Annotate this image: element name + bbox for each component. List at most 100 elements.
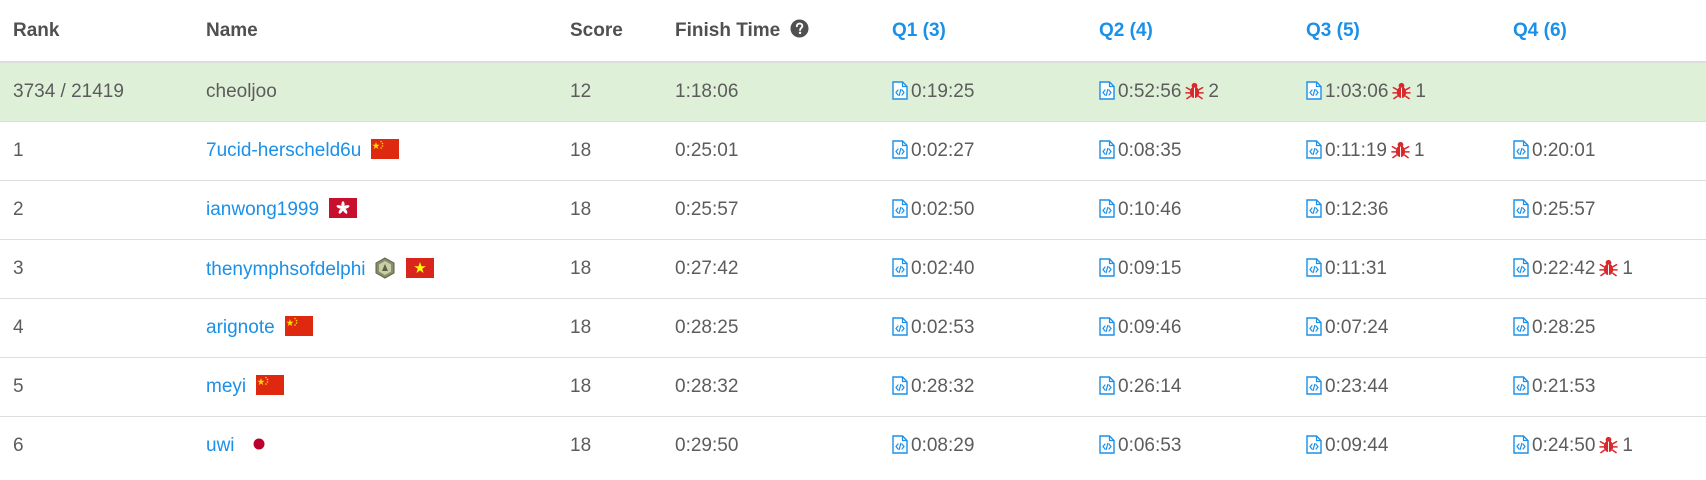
q3-cell: 0:11:31 (1293, 238, 1500, 298)
q4-cell: 0:28:25 (1500, 297, 1706, 357)
submission-code-icon[interactable] (1099, 257, 1115, 277)
solve-time: 0:11:19 (1325, 139, 1387, 161)
submission-code-icon[interactable] (892, 316, 908, 336)
submission-code-icon[interactable] (892, 375, 908, 395)
name-header: Name (193, 0, 557, 63)
question-circle-icon[interactable] (789, 19, 809, 38)
submission-code-icon[interactable] (892, 81, 908, 100)
user-profile-link[interactable]: meyi (206, 376, 247, 397)
submission-code-icon[interactable] (1099, 435, 1115, 454)
submission-code-icon[interactable] (1306, 316, 1322, 336)
solve-time: 0:26:14 (1118, 375, 1182, 397)
q1-header[interactable]: Q1 (3) (879, 0, 1086, 63)
table-row: 1 7ucid-herscheld6u 18 0:25:01 0:02:27 0:08:3… (0, 120, 1706, 180)
submission-code-icon[interactable] (1306, 198, 1322, 218)
finish-time-header: Finish Time (662, 0, 879, 63)
q2-cell: 0:08:35 (1086, 120, 1293, 180)
submission-code-icon[interactable] (1513, 257, 1529, 277)
name-cell: arignote (193, 297, 557, 357)
submission-code-icon[interactable] (1306, 81, 1322, 100)
user-profile-link[interactable]: uwi (206, 435, 235, 457)
rank-cell: 1 (0, 120, 193, 180)
solve-time: 0:09:15 (1118, 257, 1182, 279)
solve-time: 1:03:06 (1325, 80, 1389, 102)
hk-flag-icon (329, 198, 358, 218)
solve-time: 0:12:36 (1325, 198, 1389, 220)
submission-code-icon[interactable] (1513, 375, 1529, 395)
bug-icon (1392, 82, 1412, 100)
solve-time: 0:08:35 (1118, 139, 1182, 161)
wrong-attempts-count: 1 (1413, 139, 1425, 161)
submission-code-icon[interactable] (1306, 257, 1322, 277)
cn-flag-icon (371, 139, 400, 159)
user-profile-link[interactable]: 7ucid-herscheld6u (206, 140, 362, 161)
finish-time-cell: 0:28:25 (662, 297, 879, 357)
wrong-attempts-count: 1 (1622, 257, 1633, 279)
q1-cell: 0:28:32 (879, 356, 1086, 416)
user-profile-link[interactable]: arignote (206, 317, 275, 338)
submission-code-icon[interactable] (892, 198, 908, 218)
q1-cell: 0:08:29 (879, 415, 1086, 475)
solve-time: 0:25:57 (1532, 198, 1596, 220)
submission-code-icon[interactable] (1099, 375, 1115, 395)
q2-header[interactable]: Q2 (4) (1086, 0, 1293, 63)
name-cell: ianwong1999 (193, 179, 557, 239)
submission-code-icon[interactable] (1099, 81, 1115, 100)
rank-cell: 3 (0, 238, 193, 298)
q3-header[interactable]: Q3 (5) (1293, 0, 1500, 63)
submission-code-icon[interactable] (1099, 139, 1115, 159)
jp-flag-icon (244, 434, 273, 455)
finish-time-cell: 0:27:42 (662, 238, 879, 298)
cn-flag-icon (284, 316, 313, 336)
submission-code-icon[interactable] (1306, 375, 1322, 395)
rank-cell: 2 (0, 179, 193, 239)
solve-time: 0:10:46 (1118, 198, 1182, 220)
solve-time: 0:02:27 (911, 139, 975, 161)
solve-time: 0:09:44 (1325, 434, 1389, 456)
knight-badge-icon (375, 256, 394, 279)
q2-cell: 0:09:46 (1086, 297, 1293, 357)
q2-cell: 0:09:15 (1086, 238, 1293, 298)
user-profile-link[interactable]: ianwong1999 (206, 199, 320, 220)
submission-code-icon[interactable] (1513, 435, 1529, 454)
solve-time: 0:28:32 (911, 375, 975, 397)
score-cell: 18 (557, 356, 662, 416)
table-header-row: Rank Name Score Finish Time Q1 (3) Q2 (4… (0, 0, 1706, 63)
q3-cell: 0:23:44 (1293, 356, 1500, 416)
submission-code-icon[interactable] (892, 257, 908, 277)
solve-time: 0:52:56 (1118, 80, 1182, 102)
solve-time: 0:02:53 (911, 316, 975, 338)
submission-code-icon[interactable] (1099, 198, 1115, 218)
finish-time-cell: 0:29:50 (662, 415, 879, 475)
score-cell: 12 (557, 62, 662, 121)
name-cell: thenymphsofdelphi (193, 238, 557, 298)
name-cell: meyi (193, 356, 557, 416)
solve-time: 0:09:46 (1118, 316, 1182, 338)
table-row: 5 meyi 18 0:28:32 0:28:32 0:26:14 0:23:44 0:21:… (0, 356, 1706, 416)
submission-code-icon[interactable] (1513, 316, 1529, 336)
q4-header[interactable]: Q4 (6) (1500, 0, 1706, 63)
submission-code-icon[interactable] (1306, 139, 1322, 159)
submission-code-icon[interactable] (1306, 435, 1322, 454)
q1-cell: 0:02:27 (879, 120, 1086, 180)
wrong-attempts-count: 1 (1415, 80, 1426, 102)
submission-code-icon[interactable] (892, 435, 908, 454)
q4-cell: 0:22:42 1 (1500, 238, 1706, 298)
solve-time: 0:19:25 (911, 80, 975, 102)
submission-code-icon[interactable] (1099, 316, 1115, 336)
bug-icon (1599, 436, 1619, 454)
wrong-attempts-count: 1 (1622, 434, 1633, 456)
score-cell: 18 (557, 297, 662, 357)
user-profile-link[interactable]: thenymphsofdelphi (206, 258, 366, 280)
q2-cell: 0:26:14 (1086, 356, 1293, 416)
q4-cell (1500, 62, 1706, 121)
solve-time: 0:23:44 (1325, 375, 1389, 397)
q1-cell: 0:02:40 (879, 238, 1086, 298)
submission-code-icon[interactable] (1513, 198, 1529, 218)
wrong-attempts-count: 2 (1208, 80, 1219, 102)
name-cell: uwi (193, 415, 557, 475)
q4-cell: 0:24:50 1 (1500, 415, 1706, 475)
submission-code-icon[interactable] (1513, 139, 1529, 159)
submission-code-icon[interactable] (892, 139, 908, 159)
